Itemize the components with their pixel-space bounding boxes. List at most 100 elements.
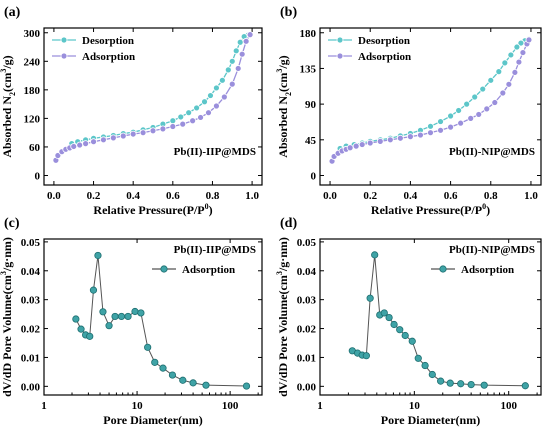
x-axis-title-close: ) (486, 203, 490, 217)
data-point (72, 315, 80, 323)
x-tick-label: 1 (317, 400, 323, 412)
data-point (371, 251, 379, 259)
data-point (129, 130, 137, 138)
panel-label: (b) (280, 5, 297, 20)
data-point (137, 309, 145, 317)
data-point (505, 80, 513, 88)
data-point (177, 113, 185, 121)
data-point (525, 36, 533, 44)
legend-label: Adsorption (182, 264, 235, 276)
x-axis-title-text: Pore Diameter(nm) (103, 413, 202, 427)
x-tick-label: 0.8 (206, 190, 220, 202)
data-point (124, 312, 132, 321)
data-point (386, 136, 394, 144)
sample-annotation: Pb(II)-NIP@MDS (449, 244, 535, 256)
x-tick-label: 0.8 (484, 190, 498, 202)
y-axis-title-sup: 3 (275, 69, 284, 73)
legend-swatch-marker (336, 52, 344, 60)
data-point (169, 123, 177, 130)
plot-frame (43, 27, 263, 186)
data-point (205, 109, 212, 117)
data-point (346, 144, 354, 152)
data-point (144, 343, 152, 351)
data-point (501, 59, 509, 67)
y-tick-label: 180 (24, 85, 41, 97)
y-axis-title-text: dV/dD Pore Volume(cm (0, 275, 14, 397)
data-point (427, 129, 434, 137)
y-axis-title-unit-b: /g) (276, 55, 290, 69)
data-point (437, 118, 444, 125)
y-tick-label: 0.04 (297, 266, 317, 278)
data-point (358, 141, 366, 148)
series-adsorption (52, 31, 254, 164)
y-axis-title-text: Absorbed N (0, 96, 14, 158)
data-point (471, 93, 479, 101)
data-point (414, 354, 422, 362)
legend-swatch-marker (336, 36, 344, 44)
series-adsorption (72, 251, 251, 390)
y-tick-label: 0.00 (297, 381, 317, 393)
data-point (499, 89, 507, 97)
x-tick-label: 0.6 (444, 190, 458, 202)
x-axis-title-text: Pore Diameter(nm) (381, 413, 480, 427)
x-tick-label: 10 (132, 400, 144, 412)
data-point (421, 361, 429, 370)
data-point (168, 371, 177, 379)
data-point (513, 43, 521, 51)
data-point (139, 129, 147, 137)
data-point (86, 332, 94, 340)
x-axis-title-text: Relative Pressure(P/P (93, 203, 204, 217)
y-tick-label: 45 (305, 135, 317, 147)
data-point (119, 132, 127, 140)
x-tick-label: 0.4 (404, 190, 418, 202)
legend-swatch-marker (439, 265, 447, 273)
legend: Adsorption (431, 264, 514, 276)
data-point (218, 76, 226, 84)
series-adsorption (348, 251, 529, 390)
plot-frame (319, 27, 542, 186)
y-axis-title-unit-b: /g·nm) (276, 237, 290, 272)
data-point (521, 382, 529, 390)
data-point (193, 104, 201, 112)
x-axis-title: Relative Pressure(P/P0) (371, 202, 490, 217)
y-tick-label: 0.05 (297, 237, 317, 249)
sample-annotation: Pb(II)-NIP@MDS (449, 146, 535, 158)
data-point (515, 58, 523, 66)
y-tick-label: 0.01 (297, 352, 316, 364)
data-point (117, 312, 126, 321)
y-axis-title-unit: (cm (0, 73, 14, 92)
data-point (179, 120, 187, 128)
panel-d: 1 10 100 0.00 0.01 0.02 0.03 0.04 0.05(d) Pore Di… (275, 216, 542, 427)
data-point (76, 141, 84, 149)
data-point (437, 126, 444, 134)
data-point (99, 308, 107, 316)
series-desorption (68, 31, 252, 148)
data-point (376, 137, 384, 145)
data-point (407, 133, 414, 141)
data-point (70, 143, 78, 150)
data-point (380, 309, 388, 317)
data-point (401, 331, 409, 340)
data-point (131, 307, 139, 316)
data-point (220, 93, 228, 101)
data-point (366, 294, 374, 302)
y-axis-title-text: dV/dD Pore Volume(cm (276, 275, 290, 397)
x-tick-label: 0.0 (47, 190, 61, 202)
y-tick-label: 135 (300, 63, 317, 75)
data-point (479, 85, 487, 93)
data-point (224, 66, 232, 74)
data-point (242, 382, 251, 390)
data-point (427, 122, 434, 130)
data-point (234, 65, 242, 72)
data-point (189, 117, 197, 125)
legend-label: Adsorption (358, 51, 411, 63)
y-tick-label: 180 (300, 28, 317, 40)
panel-c: 1 10 100 0.00 0.01 0.02 0.03 0.04 0.05(c) Pore Di… (0, 216, 263, 427)
data-point (428, 370, 436, 379)
data-point (202, 381, 210, 389)
data-point (396, 134, 404, 142)
data-point (179, 376, 187, 384)
panel-a: 0.0 0.2 0.4 0.6 0.8 1.0 0 60 120 180 240 300(a) Rela… (0, 5, 263, 217)
x-tick-label: 0.2 (363, 190, 377, 202)
data-point (447, 112, 454, 120)
